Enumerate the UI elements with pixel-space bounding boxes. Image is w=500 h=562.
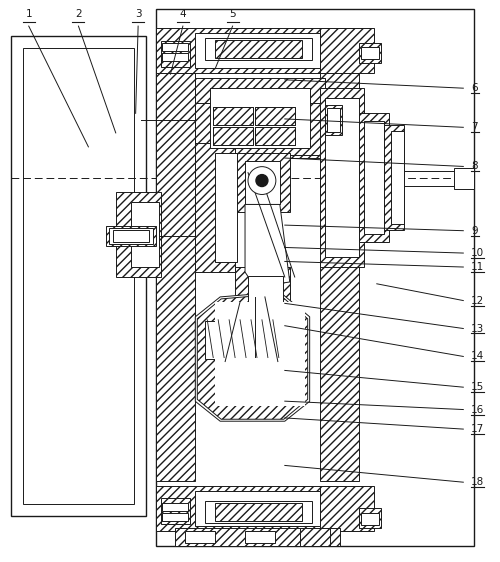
Circle shape	[256, 175, 268, 187]
Bar	[156, 73, 196, 481]
Bar	[326, 108, 340, 132]
Bar	[360, 113, 389, 242]
Text: 1: 1	[26, 9, 32, 19]
Text: 9: 9	[472, 226, 478, 235]
Bar	[364, 121, 384, 234]
Bar	[215, 40, 302, 58]
Text: 11: 11	[472, 262, 484, 272]
Bar	[362, 513, 380, 525]
Bar	[213, 127, 253, 145]
Bar	[324, 105, 342, 135]
Bar	[324, 98, 360, 257]
Bar	[206, 38, 312, 60]
Text: 17: 17	[472, 424, 484, 434]
Bar	[162, 43, 188, 51]
Bar	[116, 193, 160, 277]
Bar	[255, 127, 295, 145]
Bar	[213, 127, 253, 145]
Bar	[255, 107, 295, 125]
Bar	[156, 8, 474, 546]
Bar	[384, 125, 404, 230]
Bar	[360, 507, 382, 528]
Bar	[255, 107, 295, 125]
Text: 10: 10	[472, 248, 484, 258]
Text: 7: 7	[472, 123, 478, 132]
Text: 3: 3	[135, 9, 141, 19]
Text: 6: 6	[472, 83, 478, 93]
Bar	[235, 267, 290, 322]
Bar	[12, 37, 145, 516]
Bar	[130, 202, 158, 267]
Bar	[206, 501, 312, 523]
Bar	[162, 503, 188, 511]
Polygon shape	[196, 292, 310, 421]
Bar	[176, 528, 340, 546]
Bar	[235, 153, 290, 212]
Bar	[320, 73, 360, 481]
Bar	[362, 47, 380, 59]
Bar	[196, 78, 324, 158]
Polygon shape	[198, 294, 308, 419]
Bar	[255, 127, 295, 145]
Text: 13: 13	[472, 324, 484, 333]
Bar	[162, 513, 188, 520]
Bar	[156, 486, 360, 531]
Text: 8: 8	[472, 161, 478, 171]
Text: 12: 12	[472, 296, 484, 306]
Text: 16: 16	[472, 405, 484, 415]
Bar	[200, 317, 290, 361]
Bar	[156, 29, 360, 73]
Text: 4: 4	[180, 9, 186, 19]
Bar	[215, 302, 304, 406]
Bar	[391, 131, 404, 224]
Bar	[245, 161, 280, 205]
Bar	[196, 491, 320, 525]
Bar	[196, 33, 320, 68]
Polygon shape	[245, 205, 290, 287]
Bar	[162, 53, 188, 61]
Bar	[454, 167, 474, 188]
Bar	[206, 321, 285, 359]
Bar	[215, 503, 302, 520]
Bar	[24, 48, 134, 504]
Text: 18: 18	[472, 477, 484, 487]
Bar	[213, 107, 253, 125]
Bar	[160, 42, 190, 67]
Bar	[360, 43, 382, 63]
Bar	[320, 486, 374, 531]
Bar	[248, 276, 283, 314]
Bar	[113, 230, 148, 242]
Text: 14: 14	[472, 351, 484, 361]
Text: 2: 2	[75, 9, 82, 19]
Bar	[109, 228, 152, 244]
Bar	[196, 143, 235, 272]
Text: 15: 15	[472, 382, 484, 392]
Text: 5: 5	[230, 9, 236, 19]
Bar	[160, 498, 190, 524]
Bar	[215, 153, 237, 262]
Bar	[186, 531, 215, 542]
Bar	[210, 88, 310, 148]
Bar	[106, 226, 156, 246]
Bar	[320, 29, 374, 73]
Bar	[320, 88, 364, 267]
Circle shape	[248, 167, 276, 194]
Bar	[213, 107, 253, 125]
Bar	[245, 531, 275, 542]
Bar	[300, 528, 330, 546]
